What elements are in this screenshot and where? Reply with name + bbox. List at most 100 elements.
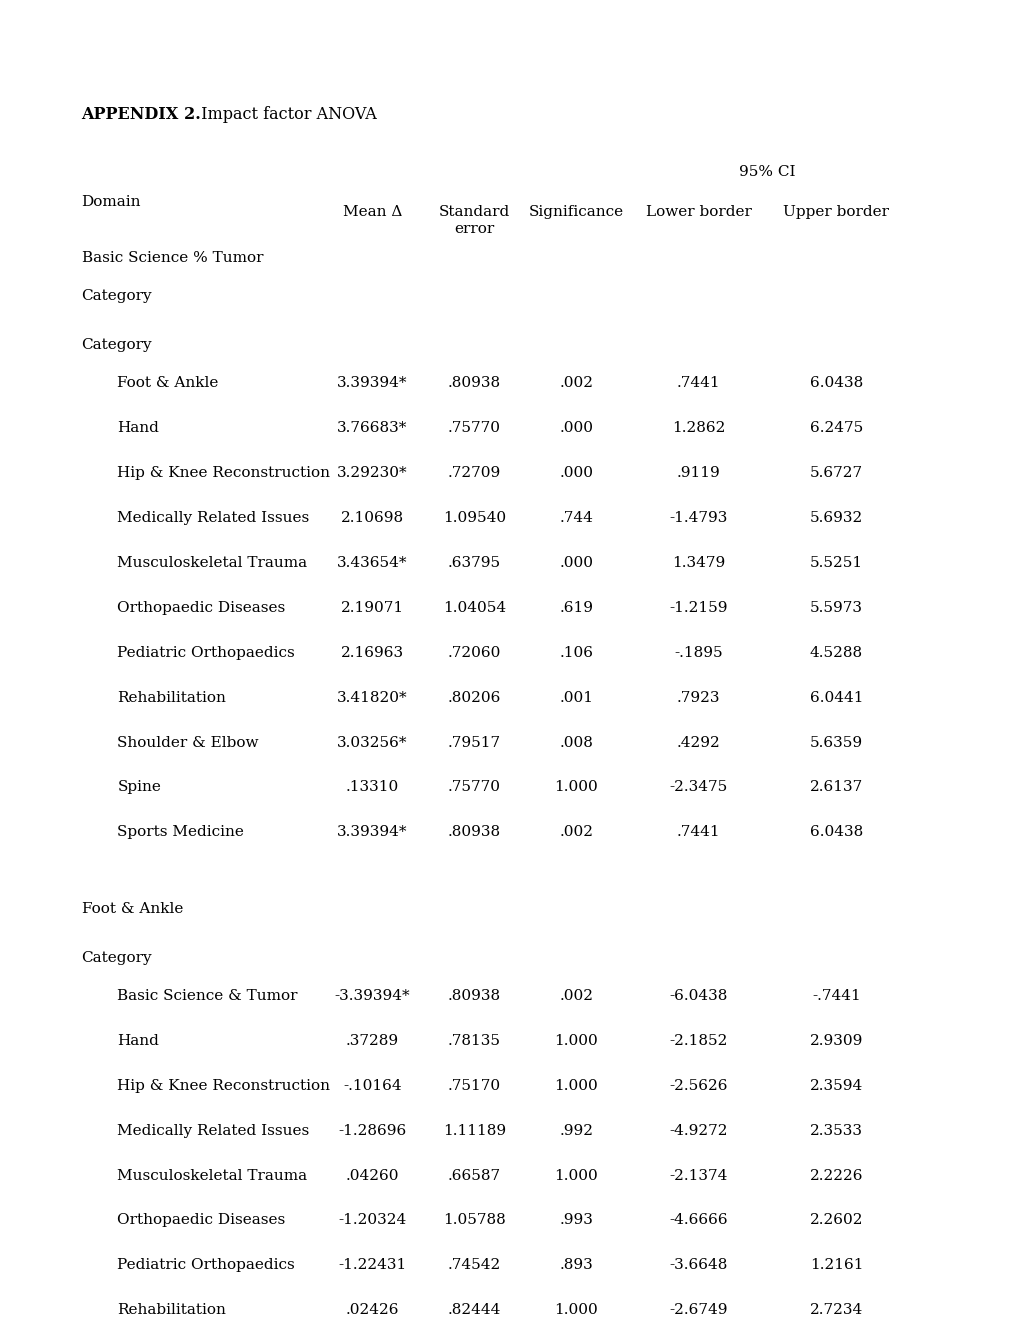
Text: 1.11189: 1.11189 [442, 1123, 505, 1138]
Text: .7441: .7441 [677, 376, 719, 391]
Text: 1.05788: 1.05788 [442, 1213, 505, 1228]
Text: .75770: .75770 [447, 780, 500, 795]
Text: 3.76683*: 3.76683* [337, 421, 407, 436]
Text: 6.0441: 6.0441 [809, 690, 862, 705]
Text: Mean Δ: Mean Δ [342, 205, 401, 219]
Text: 2.2602: 2.2602 [809, 1213, 862, 1228]
Text: 2.10698: 2.10698 [340, 511, 404, 525]
Text: -4.6666: -4.6666 [668, 1213, 728, 1228]
Text: -3.6648: -3.6648 [668, 1258, 728, 1272]
Text: 2.19071: 2.19071 [340, 601, 404, 615]
Text: Musculoskeletal Trauma: Musculoskeletal Trauma [117, 1168, 307, 1183]
Text: .9119: .9119 [677, 466, 719, 480]
Text: .008: .008 [558, 735, 593, 750]
Text: 3.29230*: 3.29230* [336, 466, 408, 480]
Text: .000: .000 [558, 421, 593, 436]
Text: .82444: .82444 [447, 1303, 500, 1317]
Text: 5.6932: 5.6932 [809, 511, 862, 525]
Text: -.1895: -.1895 [674, 645, 722, 660]
Text: 6.0438: 6.0438 [809, 376, 862, 391]
Text: 5.5973: 5.5973 [809, 601, 862, 615]
Text: .80938: .80938 [447, 825, 500, 840]
Text: .993: .993 [558, 1213, 593, 1228]
Text: Medically Related Issues: Medically Related Issues [117, 511, 309, 525]
Text: 2.2226: 2.2226 [809, 1168, 862, 1183]
Text: .74542: .74542 [447, 1258, 500, 1272]
Text: Category: Category [82, 950, 152, 965]
Text: Hand: Hand [117, 421, 159, 436]
Text: 1.04054: 1.04054 [442, 601, 505, 615]
Text: Musculoskeletal Trauma: Musculoskeletal Trauma [117, 556, 307, 570]
Text: -2.5626: -2.5626 [668, 1078, 728, 1093]
Text: .001: .001 [558, 690, 593, 705]
Text: Hand: Hand [117, 1034, 159, 1048]
Text: 1.000: 1.000 [554, 1078, 597, 1093]
Text: 2.7234: 2.7234 [809, 1303, 862, 1317]
Text: 1.3479: 1.3479 [672, 556, 725, 570]
Text: Pediatric Orthopaedics: Pediatric Orthopaedics [117, 1258, 294, 1272]
Text: .893: .893 [558, 1258, 593, 1272]
Text: -2.1852: -2.1852 [668, 1034, 728, 1048]
Text: -2.6749: -2.6749 [668, 1303, 728, 1317]
Text: 1.000: 1.000 [554, 1034, 597, 1048]
Text: -.10164: -.10164 [342, 1078, 401, 1093]
Text: -1.28696: -1.28696 [338, 1123, 406, 1138]
Text: Foot & Ankle: Foot & Ankle [117, 376, 218, 391]
Text: Standard
error: Standard error [438, 205, 510, 236]
Text: .992: .992 [558, 1123, 593, 1138]
Text: 1.09540: 1.09540 [442, 511, 505, 525]
Text: 4.5288: 4.5288 [809, 645, 862, 660]
Text: Shoulder & Elbow: Shoulder & Elbow [117, 735, 259, 750]
Text: Significance: Significance [528, 205, 624, 219]
Text: .66587: .66587 [447, 1168, 500, 1183]
Text: .72060: .72060 [447, 645, 500, 660]
Text: 2.6137: 2.6137 [809, 780, 862, 795]
Text: Category: Category [82, 338, 152, 352]
Text: .80938: .80938 [447, 989, 500, 1003]
Text: Hip & Knee Reconstruction: Hip & Knee Reconstruction [117, 466, 330, 480]
Text: .75770: .75770 [447, 421, 500, 436]
Text: .02426: .02426 [345, 1303, 398, 1317]
Text: .75170: .75170 [447, 1078, 500, 1093]
Text: Foot & Ankle: Foot & Ankle [82, 902, 182, 916]
Text: 2.16963: 2.16963 [340, 645, 404, 660]
Text: .80938: .80938 [447, 376, 500, 391]
Text: 5.6727: 5.6727 [809, 466, 862, 480]
Text: -2.3475: -2.3475 [668, 780, 728, 795]
Text: .000: .000 [558, 556, 593, 570]
Text: -3.39394*: -3.39394* [334, 989, 410, 1003]
Text: .79517: .79517 [447, 735, 500, 750]
Text: .4292: .4292 [677, 735, 719, 750]
Text: Sports Medicine: Sports Medicine [117, 825, 244, 840]
Text: .04260: .04260 [345, 1168, 398, 1183]
Text: .000: .000 [558, 466, 593, 480]
Text: Orthopaedic Diseases: Orthopaedic Diseases [117, 601, 285, 615]
Text: .619: .619 [558, 601, 593, 615]
Text: -1.4793: -1.4793 [668, 511, 728, 525]
Text: .002: .002 [558, 989, 593, 1003]
Text: 3.39394*: 3.39394* [336, 825, 408, 840]
Text: 3.03256*: 3.03256* [336, 735, 408, 750]
Text: Hip & Knee Reconstruction: Hip & Knee Reconstruction [117, 1078, 330, 1093]
Text: 5.5251: 5.5251 [809, 556, 862, 570]
Text: 6.0438: 6.0438 [809, 825, 862, 840]
Text: 1.000: 1.000 [554, 1168, 597, 1183]
Text: 3.39394*: 3.39394* [336, 376, 408, 391]
Text: 2.9309: 2.9309 [809, 1034, 862, 1048]
Text: 1.2862: 1.2862 [672, 421, 725, 436]
Text: 95% CI: 95% CI [739, 165, 795, 180]
Text: 1.000: 1.000 [554, 1303, 597, 1317]
Text: 2.3594: 2.3594 [809, 1078, 862, 1093]
Text: 6.2475: 6.2475 [809, 421, 862, 436]
Text: Category: Category [82, 289, 152, 304]
Text: -1.2159: -1.2159 [668, 601, 728, 615]
Text: -.7441: -.7441 [811, 989, 860, 1003]
Text: Rehabilitation: Rehabilitation [117, 690, 226, 705]
Text: .72709: .72709 [447, 466, 500, 480]
Text: 1.000: 1.000 [554, 780, 597, 795]
Text: 3.41820*: 3.41820* [336, 690, 408, 705]
Text: APPENDIX 2.: APPENDIX 2. [82, 106, 201, 123]
Text: .7441: .7441 [677, 825, 719, 840]
Text: .78135: .78135 [447, 1034, 500, 1048]
Text: .106: .106 [558, 645, 593, 660]
